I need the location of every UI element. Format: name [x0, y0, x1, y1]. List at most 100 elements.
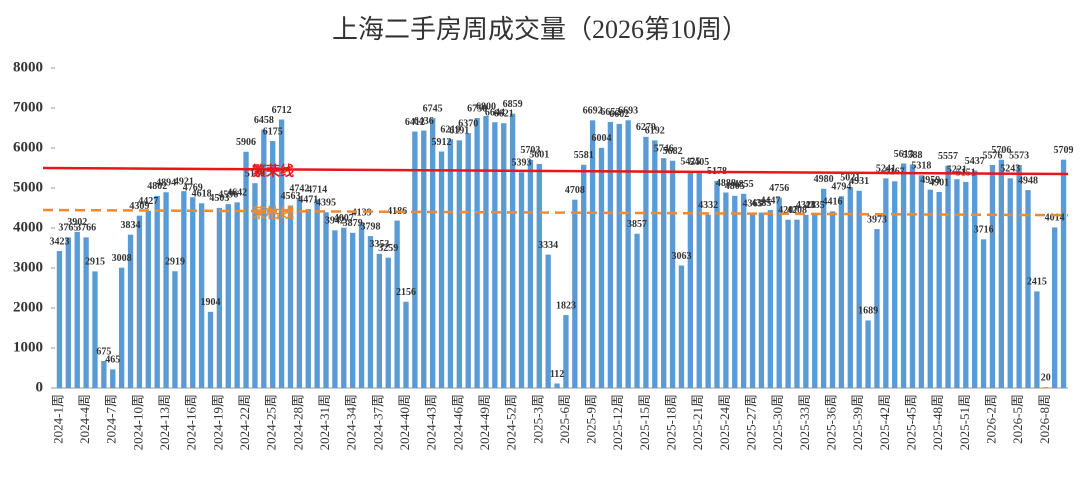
value-label: 4207 [778, 205, 798, 216]
value-label: 6712 [272, 105, 292, 116]
value-label: 4894 [156, 178, 176, 189]
bar [412, 131, 418, 388]
x-tick-label: 2025-12周 [610, 394, 625, 450]
value-label: 3334 [538, 240, 558, 251]
value-label: 2156 [396, 287, 416, 298]
value-label: 6370 [458, 118, 478, 129]
bar [865, 320, 871, 388]
x-tick-label: 2024-16周 [184, 394, 199, 450]
value-label: 5405 [689, 157, 709, 168]
bar [794, 219, 800, 388]
bar [883, 178, 889, 388]
value-label: 5243 [1000, 164, 1020, 175]
value-label: 4471 [298, 194, 318, 205]
value-label: 4714 [307, 185, 327, 196]
bar [509, 113, 516, 388]
x-tick-label: 2024-46周 [450, 394, 465, 450]
bar [607, 121, 614, 389]
bar [234, 202, 240, 388]
bar [181, 191, 187, 388]
bar [172, 271, 178, 388]
value-label: 5912 [432, 137, 452, 148]
value-label: 2915 [85, 257, 105, 268]
bar [847, 187, 853, 388]
x-tick-label: 2025-6周 [557, 394, 572, 444]
bar [163, 192, 169, 388]
x-tick-label: 2025-51周 [957, 394, 972, 450]
x-tick-label: 2024-25周 [264, 394, 279, 450]
x-tick-label: 2025-15周 [637, 394, 652, 450]
bar [198, 203, 205, 388]
bar [225, 204, 231, 388]
reference-label: 荣枯线 [251, 205, 294, 222]
value-label: 465 [105, 355, 120, 366]
chart-title: 上海二手房周成交量（2026第10周） [332, 15, 748, 44]
value-label: 4385 [751, 198, 771, 209]
bar [572, 199, 578, 388]
bar [767, 210, 773, 388]
bar [190, 197, 196, 388]
value-label: 4980 [814, 174, 834, 185]
value-label: 6219 [440, 125, 460, 136]
value-label: 2415 [1027, 277, 1047, 288]
bar [136, 215, 143, 388]
bar [714, 180, 720, 388]
value-label: 5709 [1054, 145, 1074, 156]
value-label: 4756 [769, 183, 789, 194]
x-tick-label: 2024-49周 [477, 394, 492, 450]
x-tick-label: 2024-40周 [397, 394, 412, 450]
bar [207, 311, 214, 388]
x-tick-label: 2025-42周 [877, 394, 892, 450]
bar [341, 227, 347, 388]
x-tick-label: 2024-1周 [50, 394, 65, 444]
value-label: 6458 [254, 115, 274, 126]
bar [634, 233, 640, 388]
x-tick-label: 2025-30周 [770, 394, 785, 450]
bar [358, 222, 365, 388]
x-tick-label: 2025-18周 [664, 394, 679, 450]
value-label: 4309 [129, 201, 149, 212]
bar [545, 254, 551, 388]
bar [243, 151, 249, 388]
y-tick-label: 6000 [13, 139, 43, 155]
bar [421, 130, 427, 388]
bar [1043, 387, 1049, 388]
value-label: 20 [1041, 372, 1051, 383]
value-label: 4328 [796, 200, 816, 211]
value-label: 3765 [58, 223, 78, 234]
bar [963, 181, 969, 388]
bar [376, 253, 383, 388]
value-label: 1904 [201, 297, 221, 308]
bar [118, 267, 125, 388]
value-label: 4596 [218, 189, 238, 200]
value-label: 4618 [192, 189, 212, 200]
value-label: 4332 [698, 200, 718, 211]
bar [56, 251, 63, 388]
value-label: 6004 [591, 133, 611, 144]
value-label: 3798 [360, 221, 380, 232]
bar [581, 164, 587, 388]
value-label: 4931 [849, 176, 869, 187]
bar [429, 118, 436, 388]
bar [909, 164, 916, 388]
value-label: 4959 [920, 175, 940, 186]
value-label: 5120 [245, 168, 265, 179]
value-label: 3716 [974, 225, 994, 236]
value-label: 3973 [867, 214, 887, 225]
bar [1007, 178, 1013, 388]
value-label: 5021 [840, 172, 860, 183]
x-tick-label: 2024-31周 [317, 394, 332, 450]
value-label: 6192 [645, 126, 665, 137]
bar [1034, 291, 1040, 388]
value-label: 4921 [174, 176, 194, 187]
bar [83, 237, 89, 388]
x-tick-label: 2024-43周 [424, 394, 439, 450]
bar [65, 237, 71, 388]
value-label: 4208 [787, 205, 807, 216]
bar [803, 214, 809, 388]
x-tick-label: 2025-3周 [530, 394, 545, 444]
value-label: 6412 [405, 117, 425, 128]
bar [812, 214, 818, 388]
bar [474, 118, 480, 388]
bar [332, 230, 338, 388]
